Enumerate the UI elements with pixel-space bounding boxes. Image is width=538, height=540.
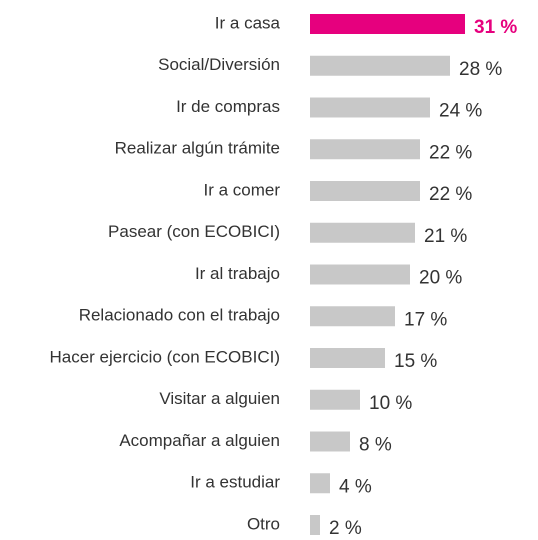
bar bbox=[310, 14, 465, 34]
category-label: Visitar a alguien bbox=[159, 389, 280, 408]
category-label: Ir de compras bbox=[176, 97, 280, 116]
value-label: 10 % bbox=[369, 393, 412, 414]
value-label: 17 % bbox=[404, 309, 447, 330]
bar bbox=[310, 306, 395, 327]
bar bbox=[310, 222, 415, 243]
category-label: Hacer ejercicio (con ECOBICI) bbox=[49, 347, 280, 366]
bar bbox=[310, 515, 320, 535]
bar bbox=[310, 389, 360, 410]
category-label: Ir a comer bbox=[203, 180, 280, 199]
category-label: Ir a casa bbox=[215, 13, 281, 32]
bar bbox=[310, 348, 385, 368]
category-label: Ir a estudiar bbox=[190, 473, 280, 492]
category-label: Acompañar a alguien bbox=[119, 431, 280, 450]
value-label: 20 % bbox=[419, 268, 462, 289]
category-label: Ir al trabajo bbox=[195, 264, 280, 283]
bar bbox=[310, 473, 330, 494]
value-label: 21 % bbox=[424, 226, 467, 247]
bar bbox=[310, 97, 430, 118]
value-label: 28 % bbox=[459, 59, 502, 80]
value-label: 22 % bbox=[429, 184, 472, 205]
value-label: 31 % bbox=[474, 17, 517, 38]
value-label: 22 % bbox=[429, 142, 472, 163]
value-label: 8 % bbox=[359, 435, 392, 456]
category-label: Otro bbox=[247, 514, 280, 533]
bar bbox=[310, 264, 410, 285]
value-label: 24 % bbox=[439, 101, 482, 122]
category-label: Social/Diversión bbox=[158, 55, 280, 74]
bar bbox=[310, 55, 450, 76]
value-label: 4 % bbox=[339, 476, 372, 497]
category-label: Realizar algún trámite bbox=[115, 139, 280, 158]
category-label: Relacionado con el trabajo bbox=[79, 306, 280, 325]
category-label: Pasear (con ECOBICI) bbox=[108, 222, 280, 241]
bar bbox=[310, 431, 350, 452]
bar bbox=[310, 181, 420, 201]
bar bbox=[310, 139, 420, 160]
value-label: 15 % bbox=[394, 351, 437, 372]
value-label: 2 % bbox=[329, 518, 362, 539]
